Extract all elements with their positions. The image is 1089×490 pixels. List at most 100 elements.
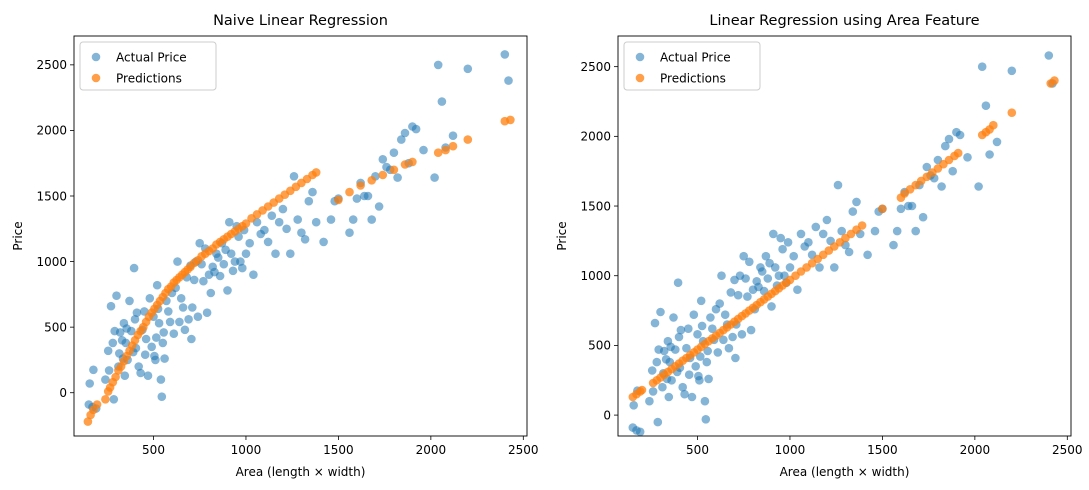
data-point xyxy=(249,270,258,280)
data-point xyxy=(152,280,162,290)
data-point xyxy=(852,197,861,207)
data-point xyxy=(143,371,153,381)
data-point xyxy=(147,342,156,352)
x-tick-label: 1500 xyxy=(867,443,898,457)
data-point xyxy=(300,235,310,244)
legend-label: Predictions xyxy=(116,71,182,85)
data-point xyxy=(164,307,173,316)
data-point xyxy=(977,62,987,71)
data-point xyxy=(169,329,179,339)
data-point xyxy=(345,228,354,237)
data-point xyxy=(653,417,663,427)
data-point xyxy=(767,302,776,311)
legend-label: Actual Price xyxy=(116,50,187,64)
data-point xyxy=(733,290,743,300)
data-point xyxy=(180,325,190,335)
data-point xyxy=(158,338,168,348)
x-tick-label: 2000 xyxy=(960,443,991,457)
data-point xyxy=(637,385,647,395)
data-point xyxy=(463,135,473,144)
data-point xyxy=(419,145,428,155)
data-point xyxy=(706,313,715,322)
data-point xyxy=(193,312,203,322)
data-point xyxy=(981,101,991,110)
data-point xyxy=(687,392,697,402)
x-axis-label: Area (length × width) xyxy=(236,465,366,479)
legend: Actual Price Predictions xyxy=(623,41,761,91)
plot-frame xyxy=(617,35,1072,437)
data-point xyxy=(1007,108,1017,117)
data-point xyxy=(448,141,458,151)
data-point xyxy=(286,249,295,258)
data-point xyxy=(92,400,102,409)
data-point xyxy=(728,332,737,342)
data-point xyxy=(896,204,906,214)
right-chart-area-feature-regression: Linear Regression using Area Feature 500 1… xyxy=(555,13,1083,479)
data-point xyxy=(700,396,710,406)
data-point xyxy=(178,303,188,312)
data-point xyxy=(363,191,373,201)
legend-label: Predictions xyxy=(660,71,726,85)
data-point xyxy=(408,157,417,167)
data-point xyxy=(1007,66,1017,76)
data-point xyxy=(129,263,139,273)
data-point xyxy=(726,288,736,297)
data-point xyxy=(326,215,336,224)
data-point xyxy=(175,317,184,327)
data-point xyxy=(629,401,638,410)
data-point xyxy=(289,172,299,181)
y-tick-label: 500 xyxy=(44,320,67,334)
data-point xyxy=(89,365,98,375)
data-point xyxy=(684,324,693,334)
y-tick-label: 1000 xyxy=(36,255,67,269)
data-point xyxy=(737,330,747,339)
data-point xyxy=(108,338,118,348)
data-point xyxy=(223,286,232,295)
y-tick-label: 2000 xyxy=(36,124,67,138)
data-point xyxy=(500,50,510,59)
data-point xyxy=(311,168,321,177)
data-point xyxy=(195,238,204,248)
x-tick-label: 1000 xyxy=(231,443,262,457)
data-point xyxy=(215,271,225,281)
series-predictions xyxy=(628,76,1059,402)
data-point xyxy=(154,318,164,328)
data-point xyxy=(228,266,238,276)
data-point xyxy=(352,194,362,203)
data-point xyxy=(202,308,212,318)
data-point xyxy=(648,387,658,396)
data-point xyxy=(763,274,773,283)
data-point xyxy=(837,226,846,236)
x-tick-label: 1500 xyxy=(323,443,354,457)
data-point xyxy=(757,267,767,276)
data-point xyxy=(701,415,711,424)
data-point xyxy=(724,343,734,353)
data-point xyxy=(1050,76,1059,85)
data-point xyxy=(678,382,687,392)
data-point xyxy=(367,215,377,224)
data-point xyxy=(793,285,802,295)
data-point xyxy=(674,332,684,342)
data-point xyxy=(397,135,406,144)
data-point xyxy=(267,211,277,220)
data-point xyxy=(704,374,713,384)
data-point xyxy=(892,226,902,236)
data-point xyxy=(870,226,880,236)
data-point xyxy=(145,294,155,303)
y-tick-label: 1000 xyxy=(580,269,611,283)
data-point xyxy=(115,328,125,337)
data-point xyxy=(104,366,114,375)
data-point xyxy=(944,134,954,144)
data-point xyxy=(1044,51,1054,60)
x-tick-label: 500 xyxy=(142,443,165,457)
data-point xyxy=(134,362,143,371)
data-point xyxy=(111,372,120,382)
data-point xyxy=(656,307,665,317)
data-point xyxy=(715,299,724,308)
data-point xyxy=(367,176,377,185)
data-point xyxy=(937,182,946,191)
data-point xyxy=(857,221,867,230)
x-tick-label: 500 xyxy=(686,443,709,457)
y-tick-label: 2500 xyxy=(36,58,67,72)
legend-box xyxy=(79,41,217,91)
